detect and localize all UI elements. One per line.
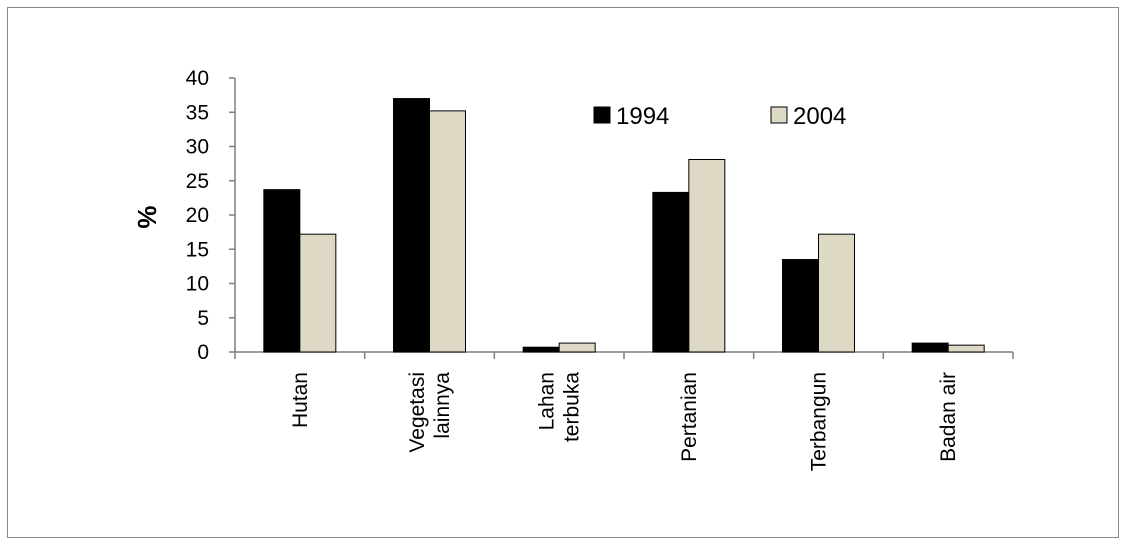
y-tick-label: 20 [186, 204, 209, 227]
y-tick-label: 15 [186, 238, 209, 261]
y-axis-title: % [132, 205, 162, 228]
bars [263, 98, 985, 353]
bar-2004 [429, 110, 466, 353]
category-label: lainnya [431, 372, 454, 439]
bar-1994 [911, 342, 949, 353]
legend-swatch-1994 [593, 106, 611, 124]
y-tick-label: 30 [186, 136, 209, 159]
category-labels: Hutan Vegetasi lainnya Lahan terbuka Pertania… [289, 372, 960, 472]
legend-swatch-2004 [770, 106, 788, 124]
bar-1994 [393, 98, 430, 353]
bar-2004 [947, 344, 985, 353]
bar-1994 [522, 346, 560, 353]
y-tick-label: 10 [186, 273, 209, 296]
legend-label-1994: 1994 [616, 103, 669, 130]
bar-2004 [818, 233, 855, 353]
bar-1994 [263, 189, 301, 353]
y-tick-label: 35 [186, 101, 209, 124]
y-tick-labels: 0 5 10 15 20 25 30 35 40 [186, 67, 209, 364]
y-tick-label: 0 [197, 341, 209, 364]
bar-2004 [688, 159, 726, 353]
legend-label-2004: 2004 [793, 103, 846, 130]
category-label: Terbangun [808, 372, 831, 471]
category-label: terbuka [561, 372, 584, 442]
category-label: Hutan [289, 372, 312, 428]
bar-2004 [299, 233, 337, 353]
bar-2004 [558, 342, 596, 353]
chart-frame [7, 7, 1119, 538]
category-label: Badan air [937, 372, 960, 462]
bar-1994 [652, 191, 690, 353]
bar-1994 [782, 259, 819, 353]
category-label: Lahan [536, 372, 559, 430]
y-tick-label: 5 [197, 307, 209, 330]
category-label: Vegetasi [406, 372, 429, 453]
legend: 1994 2004 [593, 103, 846, 130]
category-label: Pertanian [678, 372, 701, 462]
axes [229, 77, 1014, 359]
y-tick-label: 25 [186, 170, 209, 193]
y-tick-label: 40 [186, 67, 209, 90]
